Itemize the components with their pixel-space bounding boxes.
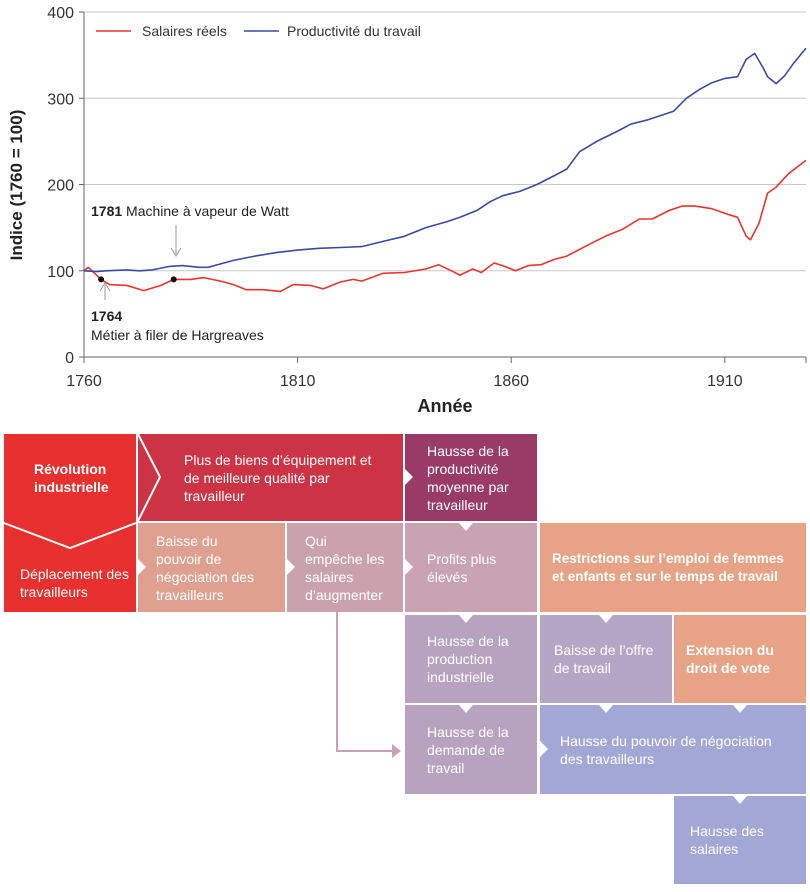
y-axis-label: Indice (1760 = 100) <box>7 110 26 261</box>
x-tick-label: 1810 <box>280 373 316 390</box>
box-vote: Extension du droit de vote <box>674 615 806 703</box>
annotation-watt: 1781 Machine à vapeur de Watt <box>91 203 289 219</box>
box-prevents: Qui empêche les salaires d’augmenter <box>287 523 403 612</box>
revolution-block <box>4 434 136 612</box>
y-tick-label: 300 <box>47 91 74 108</box>
chevron-right-icon <box>137 433 162 522</box>
flow-arrow-icon <box>405 559 413 575</box>
connector-line <box>336 612 396 752</box>
box-productivity: Hausse de la productivité moyenne par tr… <box>405 434 537 521</box>
flow-arrow-icon <box>599 705 613 713</box>
box-production: Hausse de la production industrielle <box>405 615 537 703</box>
flow-arrow-icon <box>733 796 747 804</box>
box-revolution: Révolution industrielle <box>34 460 109 495</box>
annotation-marker <box>98 276 105 283</box>
flow-arrow-icon <box>459 615 473 623</box>
box-profits: Profits plus élevés <box>405 523 537 612</box>
y-tick-label: 0 <box>65 350 74 367</box>
productivity-line <box>83 47 807 273</box>
arrow-down-icon <box>170 247 182 257</box>
annotation-hargreaves-text: Métier à filer de Hargreaves <box>91 327 264 343</box>
flow-arrow-icon <box>459 523 473 531</box>
flow-arrow-icon <box>599 615 613 623</box>
annotation-marker <box>170 276 177 283</box>
y-tick-label: 100 <box>47 264 74 281</box>
flow-arrow-icon <box>138 559 146 575</box>
box-supply: Baisse de l’offre de travail <box>540 615 672 703</box>
annotation-hargreaves-year: 1764 <box>91 308 122 324</box>
x-axis-label: Année <box>417 396 472 416</box>
box-wages: Hausse des salaires <box>674 796 806 884</box>
chevron-down-icon <box>3 522 137 550</box>
box-capital: Plus de biens d’équipement et de meilleu… <box>184 451 372 504</box>
arrow-up-icon <box>99 282 111 292</box>
flow-arrow-icon <box>733 705 747 713</box>
flow-arrow-icon <box>459 705 473 713</box>
x-tick-label: 1760 <box>66 373 102 390</box>
flow-arrow-icon <box>540 741 548 757</box>
box-demand: Hausse de la demande de travail <box>405 705 537 794</box>
box-displacement: Déplacement des travailleurs <box>20 565 129 600</box>
legend: Salaires réels Productivité du travail <box>96 23 421 39</box>
y-tick-label: 400 <box>47 5 74 22</box>
legend-label-productivity: Productivité du travail <box>287 23 421 39</box>
box-higher-power: Hausse du pouvoir de négociation des tra… <box>540 705 806 794</box>
y-tick-label: 200 <box>47 178 74 195</box>
line-chart: 0 100 200 300 400 1760 1810 1860 1910 Salaires r… <box>7 5 807 416</box>
box-lower-power: Baisse du pouvoir de négociation des tra… <box>138 523 285 612</box>
real-wages-line <box>83 159 807 293</box>
x-tick-label: 1860 <box>493 373 529 390</box>
capital-block <box>138 434 403 521</box>
flow-arrow-icon <box>405 469 413 485</box>
box-restrictions: Restrictions sur l’emploi de femmes et e… <box>540 523 806 612</box>
x-tick-label: 1910 <box>707 373 743 390</box>
arrow-right-icon <box>392 744 401 758</box>
flow-arrow-icon <box>287 559 295 575</box>
legend-label-wages: Salaires réels <box>142 23 227 39</box>
